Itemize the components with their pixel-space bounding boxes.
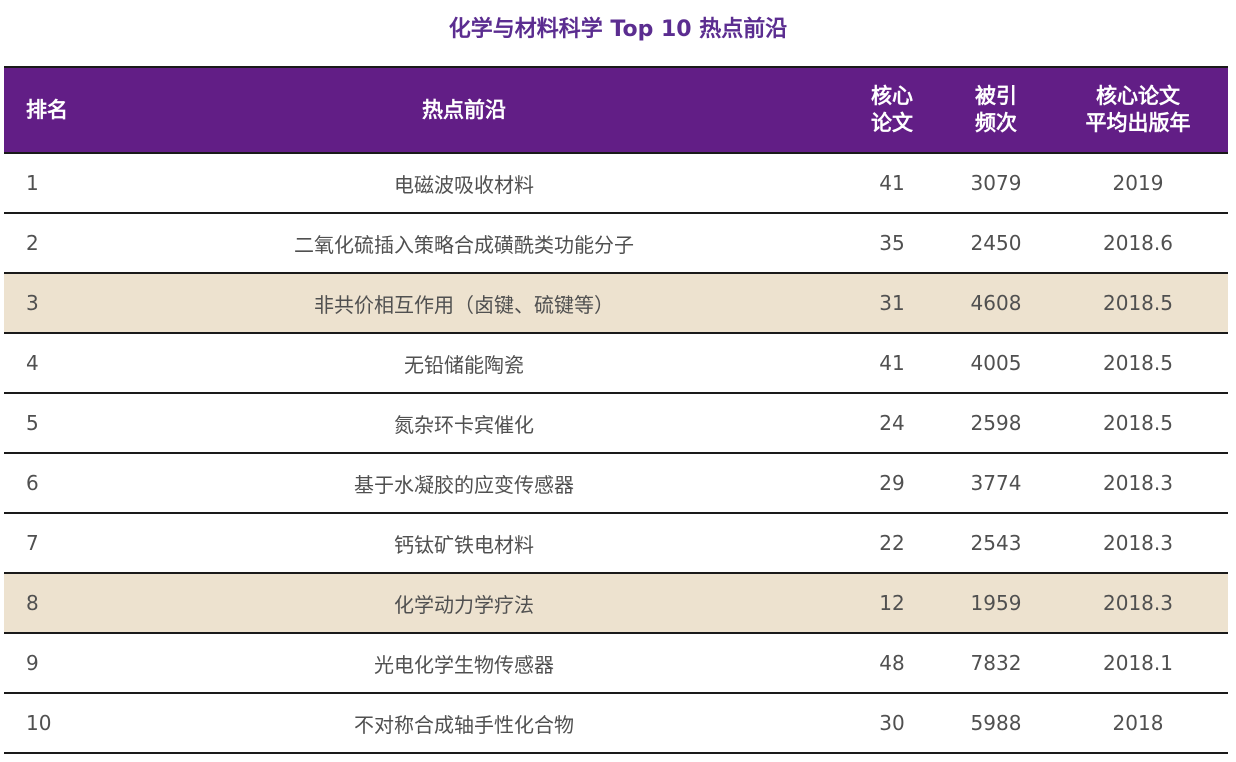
cell-core-papers: 22 [840,513,944,574]
cell-avg-year: 2018 [1048,693,1228,754]
cell-core-papers: 41 [840,333,944,394]
hot-frontiers-table: 排名 热点前沿 核心 论文 被引 频次 核心论文 平均出版年 1 电磁波吸收材料 4… [4,66,1228,754]
cell-rank: 2 [4,213,88,274]
cell-core-papers: 48 [840,633,944,694]
cell-frontier: 非共价相互作用（卤键、硫键等） [88,273,840,334]
header-core-papers: 核心 论文 [840,66,944,154]
header-rank: 排名 [4,66,88,154]
cell-avg-year: 2018.3 [1048,573,1228,634]
cell-citations: 4608 [944,273,1048,334]
cell-rank: 3 [4,273,88,334]
page-title: 化学与材料科学 Top 10 热点前沿 [448,17,788,42]
cell-frontier: 钙钛矿铁电材料 [88,513,840,574]
table-row: 6 基于水凝胶的应变传感器 29 3774 2018.3 [4,453,1228,514]
cell-core-papers: 31 [840,273,944,334]
table-row: 1 电磁波吸收材料 41 3079 2019 [4,153,1228,214]
table-row: 9 光电化学生物传感器 48 7832 2018.1 [4,633,1228,694]
cell-citations: 2543 [944,513,1048,574]
cell-core-papers: 12 [840,573,944,634]
cell-core-papers: 24 [840,393,944,454]
table-row: 4 无铅储能陶瓷 41 4005 2018.5 [4,333,1228,394]
cell-frontier: 二氧化硫插入策略合成磺酰类功能分子 [88,213,840,274]
cell-rank: 8 [4,573,88,634]
cell-avg-year: 2018.3 [1048,513,1228,574]
cell-citations: 7832 [944,633,1048,694]
cell-rank: 1 [4,153,88,214]
cell-avg-year: 2018.6 [1048,213,1228,274]
cell-avg-year: 2018.5 [1048,273,1228,334]
cell-avg-year: 2019 [1048,153,1228,214]
table-row: 3 非共价相互作用（卤键、硫键等） 31 4608 2018.5 [4,273,1228,334]
cell-core-papers: 29 [840,453,944,514]
table-body: 1 电磁波吸收材料 41 3079 2019 2 二氧化硫插入策略合成磺酰类功能分子 35 24… [4,153,1228,754]
table-row: 5 氮杂环卡宾催化 24 2598 2018.5 [4,393,1228,454]
cell-citations: 4005 [944,333,1048,394]
cell-rank: 7 [4,513,88,574]
cell-rank: 4 [4,333,88,394]
cell-citations: 2598 [944,393,1048,454]
cell-frontier: 氮杂环卡宾催化 [88,393,840,454]
cell-frontier: 电磁波吸收材料 [88,153,840,214]
cell-citations: 5988 [944,693,1048,754]
header-avg-year: 核心论文 平均出版年 [1048,66,1228,154]
cell-rank: 10 [4,693,88,754]
cell-citations: 3079 [944,153,1048,214]
cell-core-papers: 41 [840,153,944,214]
header-citations: 被引 频次 [944,66,1048,154]
cell-rank: 5 [4,393,88,454]
cell-frontier: 不对称合成轴手性化合物 [88,693,840,754]
table-header-row: 排名 热点前沿 核心 论文 被引 频次 核心论文 平均出版年 [4,66,1228,154]
table-row: 10 不对称合成轴手性化合物 30 5988 2018 [4,693,1228,754]
cell-citations: 3774 [944,453,1048,514]
cell-avg-year: 2018.5 [1048,393,1228,454]
table-row: 7 钙钛矿铁电材料 22 2543 2018.3 [4,513,1228,574]
cell-core-papers: 35 [840,213,944,274]
cell-avg-year: 2018.5 [1048,333,1228,394]
cell-frontier: 光电化学生物传感器 [88,633,840,694]
table-row: 8 化学动力学疗法 12 1959 2018.3 [4,573,1228,634]
cell-citations: 2450 [944,213,1048,274]
cell-frontier: 化学动力学疗法 [88,573,840,634]
cell-avg-year: 2018.1 [1048,633,1228,694]
cell-core-papers: 30 [840,693,944,754]
cell-rank: 9 [4,633,88,694]
cell-avg-year: 2018.3 [1048,453,1228,514]
header-frontier: 热点前沿 [88,66,840,154]
cell-frontier: 无铅储能陶瓷 [88,333,840,394]
cell-frontier: 基于水凝胶的应变传感器 [88,453,840,514]
table-row: 2 二氧化硫插入策略合成磺酰类功能分子 35 2450 2018.6 [4,213,1228,274]
cell-citations: 1959 [944,573,1048,634]
cell-rank: 6 [4,453,88,514]
